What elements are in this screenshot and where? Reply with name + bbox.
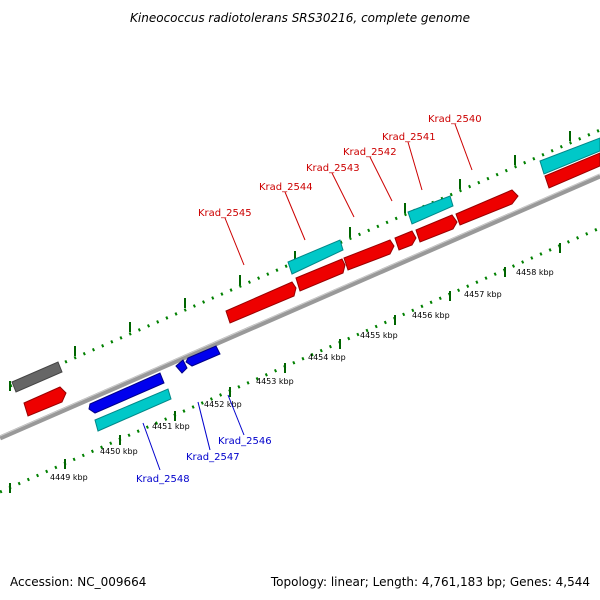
forward-gene-arrow[interactable] (295, 258, 346, 292)
map-title: Kineococcus radiotolerans SRS30216, comp… (130, 11, 470, 25)
gene-label[interactable]: Krad_2541 (382, 132, 436, 143)
gene-label[interactable]: Krad_2548 (136, 474, 190, 485)
scale-label: 4450 kbp (100, 447, 138, 456)
cds-feature[interactable] (407, 195, 454, 225)
cds-features (94, 137, 600, 432)
gene-label[interactable]: Krad_2546 (218, 436, 272, 447)
forward-gene-arrow[interactable] (343, 239, 395, 271)
gene-label[interactable]: Krad_2540 (428, 114, 482, 125)
cds-feature[interactable] (539, 137, 600, 175)
forward-gene-arrow[interactable] (394, 230, 417, 251)
scale-label: 4457 kbp (464, 290, 502, 299)
genome-backbone (0, 173, 600, 441)
scale-label: 4458 kbp (516, 268, 554, 277)
ruler-major-ticks (9, 131, 571, 493)
scale-labels: 4449 kbp 4450 kbp 4451 kbp 4452 kbp 4453… (50, 268, 554, 482)
forward-gene-arrow[interactable] (23, 386, 67, 417)
scale-label: 4451 kbp (152, 422, 190, 431)
scale-label: 4449 kbp (50, 473, 88, 482)
forward-gene-arrow[interactable] (455, 189, 519, 226)
forward-gene-arrow[interactable] (544, 152, 600, 189)
scale-label: 4454 kbp (308, 353, 346, 362)
scale-label: 4453 kbp (256, 377, 294, 386)
accession-text: Accession: NC_009664 (10, 575, 146, 589)
summary-text: Topology: linear; Length: 4,761,183 bp; … (270, 575, 590, 589)
gray-feature[interactable] (11, 361, 63, 393)
scale-label: 4452 kbp (204, 400, 242, 409)
gene-label[interactable]: Krad_2543 (306, 163, 360, 174)
forward-gene-arrow[interactable] (415, 214, 458, 243)
scale-label: 4455 kbp (360, 331, 398, 340)
cds-feature[interactable] (94, 388, 172, 432)
forward-gene-labels: Krad_2545 Krad_2544 Krad_2543 Krad_2542 … (198, 114, 482, 219)
reverse-label-leaders (142, 394, 245, 471)
forward-label-leaders (224, 123, 473, 266)
reverse-gene-labels: Krad_2548 Krad_2547 Krad_2546 (136, 436, 272, 485)
gene-label[interactable]: Krad_2545 (198, 208, 252, 219)
reverse-gene-arrow[interactable] (185, 345, 221, 367)
reverse-gene-arrow[interactable] (175, 359, 188, 374)
gene-label[interactable]: Krad_2542 (343, 147, 397, 158)
gene-label[interactable]: Krad_2544 (259, 182, 313, 193)
gene-label[interactable]: Krad_2547 (186, 452, 240, 463)
forward-genes (23, 152, 600, 417)
forward-gene-arrow[interactable] (225, 281, 297, 324)
cds-feature[interactable] (287, 239, 344, 275)
reverse-genes (88, 345, 221, 414)
scale-label: 4456 kbp (412, 311, 450, 320)
reverse-gene-arrow[interactable] (88, 372, 165, 414)
